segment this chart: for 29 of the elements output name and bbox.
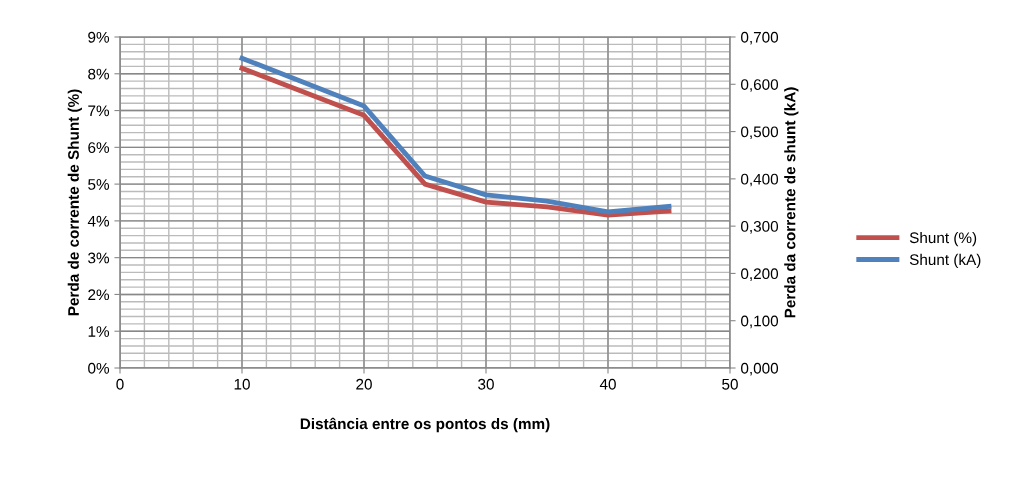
y-tick-label: 3% <box>88 252 110 264</box>
y-tick-label: 8% <box>88 68 110 80</box>
y2-tick-label: 0,700 <box>741 31 779 45</box>
x-tick-label: 20 <box>356 378 372 390</box>
y-tick-label: 9% <box>88 31 110 43</box>
y-tick-label: 5% <box>88 179 110 190</box>
y2-tick-label: 0,000 <box>741 362 779 376</box>
x-tick-label: 30 <box>478 378 494 390</box>
y-tick-label: 0% <box>88 362 110 374</box>
x-tick-label: 0 <box>116 378 124 390</box>
legend-label: Shunt (%) <box>909 231 977 247</box>
x-tick-label: 40 <box>599 378 616 390</box>
y2-tick-label: 0,600 <box>741 79 779 92</box>
y2-axis-title: Perda da corrente de shunt (kA) <box>784 87 799 318</box>
y-tick-label: 6% <box>88 142 110 154</box>
y-tick-label: 1% <box>88 326 110 337</box>
y-axis-title: Perda de corrente de Shunt (%) <box>67 89 82 316</box>
y2-tick-label: 0,300 <box>741 221 779 234</box>
x-axis-title: Distância entre os pontos ds (mm) <box>300 417 550 433</box>
y-tick-label: 2% <box>88 289 110 301</box>
y-tick-label: 4% <box>87 215 110 227</box>
y2-tick-label: 0,100 <box>741 315 779 329</box>
x-tick-label: 10 <box>234 378 250 390</box>
y2-tick-label: 0,200 <box>741 268 779 281</box>
y2-tick-label: 0,400 <box>741 173 779 187</box>
legend-label: Shunt (kA) <box>909 253 981 269</box>
y-tick-label: 7% <box>88 105 110 117</box>
y2-tick-label: 0,500 <box>741 126 779 140</box>
x-tick-label: 50 <box>722 378 738 390</box>
